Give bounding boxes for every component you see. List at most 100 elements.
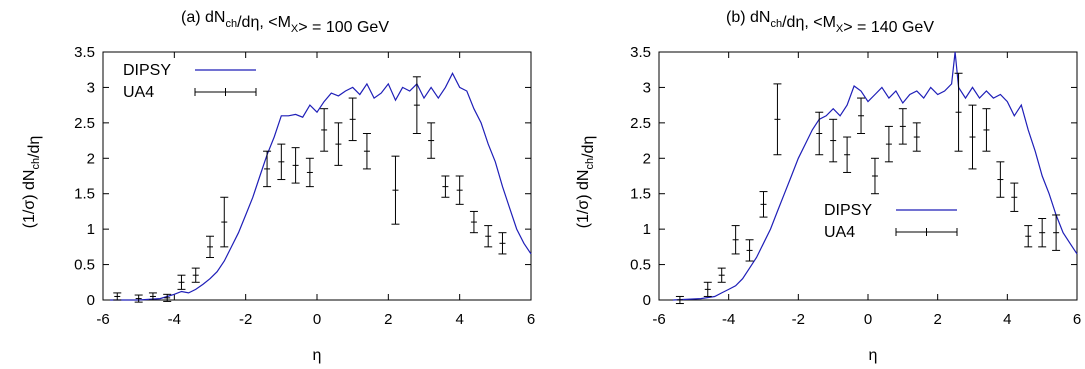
ua4-data-point	[773, 83, 782, 156]
x-tick-label: 4	[455, 311, 463, 328]
y-tick-label: 0	[87, 292, 95, 309]
x-tick-label: 0	[313, 311, 321, 328]
x-axis-label: η	[313, 347, 322, 364]
ua4-data-point	[191, 267, 200, 283]
legend-label-ua4: UA4	[824, 224, 855, 241]
x-tick-label: -6	[96, 311, 109, 328]
x-tick-label: 2	[933, 311, 941, 328]
series-line-dipsy	[110, 71, 532, 301]
x-tick-label: 6	[527, 311, 535, 328]
ua4-data-point	[703, 281, 712, 297]
ua4-data-point	[1038, 218, 1047, 248]
legend-label-dipsy: DIPSY	[123, 62, 171, 79]
ua4-data-point	[427, 122, 436, 159]
y-tick-label: 2.5	[74, 115, 95, 132]
ua4-data-point	[996, 161, 1005, 198]
ua4-data-point	[391, 155, 400, 225]
panel-b: (b) dNch/dη, <MX> = 140 GeV (1/σ) dNch/d…	[575, 9, 1081, 364]
ua4-data-point	[163, 293, 172, 302]
ua4-data-point	[277, 143, 286, 181]
panel-a: (a) dNch/dη, <MX> = 100 GeV (1/σ) dNch/d…	[21, 9, 535, 364]
ua4-data-point	[759, 191, 768, 218]
ua4-data-point	[484, 225, 493, 248]
y-tick-label: 0	[643, 292, 651, 309]
ua4-data-point	[320, 108, 329, 152]
y-tick-label: 3	[87, 79, 95, 96]
y-tick-label: 3.5	[630, 44, 651, 61]
ua4-data-point	[898, 108, 907, 145]
ua4-data-point	[815, 111, 824, 156]
ua4-data-point	[263, 150, 272, 188]
ua4-data-point	[1024, 225, 1033, 248]
ua4-data-point	[134, 294, 143, 303]
legend: DIPSY UA4	[123, 62, 257, 101]
y-tick-label: 2.5	[630, 115, 651, 132]
x-tick-label: 4	[1003, 311, 1011, 328]
ua4-data-point	[334, 122, 343, 166]
y-tick-label: 3.5	[74, 44, 95, 61]
legend-label-dipsy: DIPSY	[824, 202, 872, 219]
ua4-data-point	[412, 76, 421, 134]
ua4-data-point	[362, 132, 371, 170]
y-tick-label: 2	[87, 150, 95, 167]
x-tick-label: -4	[168, 311, 181, 328]
legend: DIPSY UA4	[824, 202, 958, 241]
chart-title: (b) dNch/dη, <MX> = 140 GeV	[726, 9, 934, 36]
ua4-data-point	[220, 196, 229, 248]
plot-frame	[658, 51, 1078, 301]
ua4-data-point	[441, 175, 450, 198]
ua4-data-point	[912, 122, 921, 152]
ua4-data-point	[968, 104, 977, 170]
ua4-data-point	[455, 175, 464, 205]
ua4-data-point	[148, 292, 157, 301]
ua4-data-point	[177, 274, 186, 290]
y-axis-label: (1/σ) dNch/dη	[575, 136, 597, 229]
ua4-data-point	[1052, 214, 1061, 251]
plot-area: -6 -4 -2 0 2 4 6 0 0.5 1 1.5 2 2.5 3 3.5 DIPSY UA4	[74, 44, 535, 328]
plot-area: -6 -4 -2 0 2 4 6 0 0.5 1 1.5 2 2.5 3 3.5 DIPSY UA4	[630, 44, 1081, 328]
y-tick-label: 0.5	[74, 257, 95, 274]
ua4-data-point	[745, 239, 754, 262]
ua4-data-point	[675, 295, 684, 305]
ua4-data-point	[348, 97, 357, 142]
chart-title: (a) dNch/dη, <MX> = 100 GeV	[181, 9, 389, 36]
ua4-data-point	[857, 97, 866, 134]
ua4-data-point	[717, 267, 726, 283]
ua4-data-point	[469, 210, 478, 234]
ua4-data-point	[982, 108, 991, 152]
legend-swatch-ua4	[194, 88, 257, 96]
x-axis-label: η	[869, 347, 878, 364]
y-axis-label: (1/σ) dNch/dη	[21, 136, 43, 229]
ua4-data-point	[305, 157, 314, 188]
x-tick-label: -2	[792, 311, 805, 328]
legend-label-ua4: UA4	[123, 84, 154, 101]
ua4-data-point	[829, 118, 838, 163]
ua4-data-point	[113, 292, 122, 301]
y-tick-label: 1	[87, 221, 95, 238]
plot-frame	[102, 51, 532, 301]
x-tick-label: 0	[864, 311, 872, 328]
ua4-data-point	[954, 72, 963, 152]
ua4-data-point	[1010, 182, 1019, 212]
ua4-data-point	[498, 232, 507, 255]
x-tick-label: 2	[384, 311, 392, 328]
ua4-data-point	[731, 225, 740, 255]
series-line-dipsy	[672, 51, 1078, 301]
ua4-data-point	[870, 157, 879, 195]
x-tick-label: 6	[1073, 311, 1081, 328]
y-tick-label: 1	[643, 221, 651, 238]
y-tick-label: 1.5	[74, 186, 95, 203]
ua4-data-point	[884, 125, 893, 163]
ua4-data-point	[206, 235, 214, 258]
y-tick-label: 1.5	[630, 186, 651, 203]
y-tick-label: 0.5	[630, 257, 651, 274]
y-tick-label: 3	[643, 79, 651, 96]
y-tick-label: 2	[643, 150, 651, 167]
x-tick-label: -6	[652, 311, 665, 328]
x-tick-label: -4	[722, 311, 735, 328]
ua4-data-point	[291, 147, 300, 184]
x-tick-label: -2	[239, 311, 252, 328]
ua4-data-point	[843, 136, 852, 173]
legend-swatch-ua4	[895, 228, 958, 236]
